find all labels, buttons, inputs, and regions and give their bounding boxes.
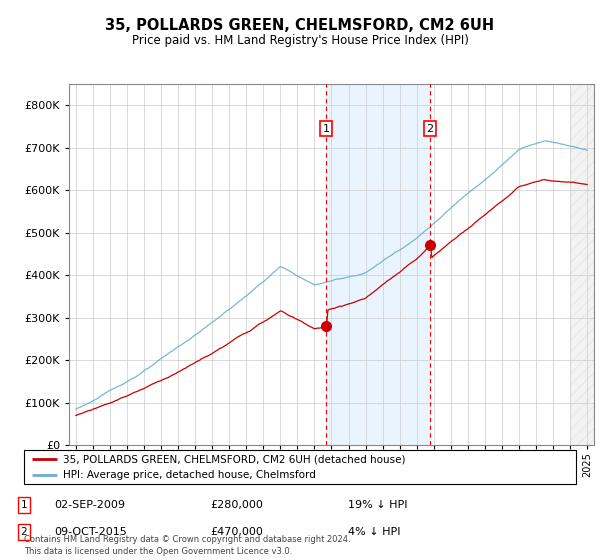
- Text: HPI: Average price, detached house, Chelmsford: HPI: Average price, detached house, Chel…: [62, 470, 316, 480]
- Text: Contains HM Land Registry data © Crown copyright and database right 2024.
This d: Contains HM Land Registry data © Crown c…: [24, 535, 350, 556]
- Text: 35, POLLARDS GREEN, CHELMSFORD, CM2 6UH (detached house): 35, POLLARDS GREEN, CHELMSFORD, CM2 6UH …: [62, 454, 405, 464]
- Text: Price paid vs. HM Land Registry's House Price Index (HPI): Price paid vs. HM Land Registry's House …: [131, 34, 469, 46]
- Text: 2: 2: [426, 124, 433, 134]
- Text: 09-OCT-2015: 09-OCT-2015: [54, 527, 127, 537]
- Text: £470,000: £470,000: [210, 527, 263, 537]
- Text: 19% ↓ HPI: 19% ↓ HPI: [348, 500, 407, 510]
- Bar: [326, 84, 430, 445]
- Text: 4% ↓ HPI: 4% ↓ HPI: [348, 527, 401, 537]
- Text: 2: 2: [20, 527, 28, 537]
- FancyBboxPatch shape: [24, 450, 576, 484]
- Text: 1: 1: [322, 124, 329, 134]
- Bar: [570, 84, 596, 445]
- Bar: [570, 84, 596, 445]
- Text: 02-SEP-2009: 02-SEP-2009: [54, 500, 125, 510]
- Text: 1: 1: [20, 500, 28, 510]
- Text: 35, POLLARDS GREEN, CHELMSFORD, CM2 6UH: 35, POLLARDS GREEN, CHELMSFORD, CM2 6UH: [106, 18, 494, 33]
- Text: £280,000: £280,000: [210, 500, 263, 510]
